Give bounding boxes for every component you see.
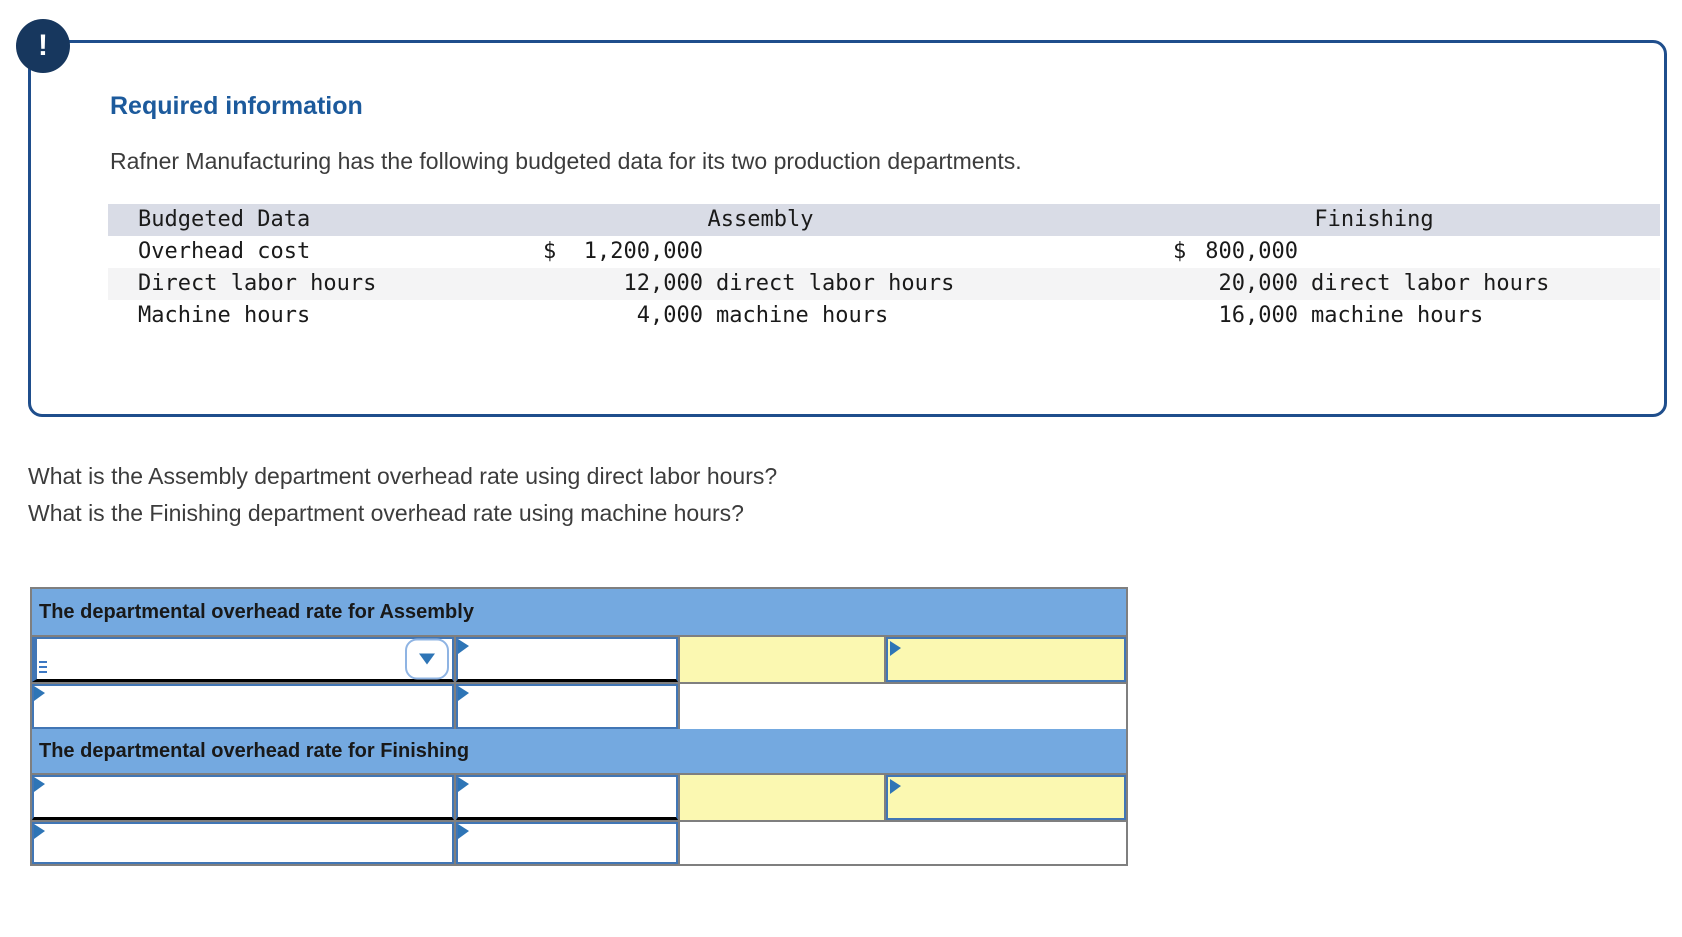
unit-text: machine hours — [716, 303, 889, 328]
question-line-finishing: What is the Finishing department overhea… — [28, 500, 744, 526]
currency-symbol — [1173, 268, 1201, 300]
assembly-section-header-label: The departmental overhead rate for Assem… — [39, 600, 474, 623]
assembly-numerator-input[interactable] — [456, 637, 678, 682]
budgeted-data-table: Budgeted Data Assembly Finishing Overhea… — [108, 204, 1660, 332]
budget-row-label: Overhead cost — [138, 239, 311, 264]
cell-marker-icon — [890, 779, 901, 794]
finishing-denominator-row — [32, 820, 1126, 864]
unit-text: direct labor hours — [716, 271, 955, 296]
finishing-denominator-label-cell — [32, 822, 456, 864]
assembly-denominator-label-input[interactable] — [32, 684, 454, 729]
unit-text: direct labor hours — [1311, 271, 1550, 296]
question-line-assembly: What is the Assembly department overhead… — [28, 463, 778, 489]
budget-cell-finishing: 16,000 machine hours — [1088, 300, 1660, 332]
alert-icon: ! — [16, 19, 70, 73]
budget-header-assembly: Assembly — [707, 207, 814, 232]
assembly-section-header: The departmental overhead rate for Assem… — [32, 589, 1126, 635]
budget-cell-finishing: $ 800,000 — [1088, 236, 1660, 268]
highlighted-result-cell — [886, 637, 1126, 682]
highlighted-cell — [680, 637, 884, 682]
answer-table: The departmental overhead rate for Assem… — [30, 587, 1128, 866]
finishing-numerator-value-cell — [456, 775, 680, 820]
highlighted-cell — [680, 775, 884, 820]
amount-value: 4,000 — [636, 303, 703, 328]
stray-text-glyph — [39, 661, 47, 676]
finishing-denominator-label-input[interactable] — [32, 822, 454, 864]
amount-value: 800,000 — [1205, 239, 1298, 264]
finishing-section-header-label: The departmental overhead rate for Finis… — [39, 739, 470, 762]
budget-cell-assembly: 12,000 direct labor hours — [433, 268, 1088, 300]
finishing-section-header: The departmental overhead rate for Finis… — [32, 729, 1126, 773]
finishing-result-cell — [886, 775, 1126, 820]
assembly-denominator-value-cell — [456, 684, 680, 729]
required-information-heading: Required information — [110, 92, 363, 120]
finishing-denominator-value-cell — [456, 822, 680, 864]
budget-row-overhead-cost: Overhead cost $ 1,200,000 $ 800,000 — [108, 236, 1660, 268]
assembly-numerator-value-cell — [456, 637, 680, 682]
budget-row-machine-hours: Machine hours 4,000 machine hours 16,000… — [108, 300, 1660, 332]
assembly-denominator-row — [32, 682, 1126, 729]
budget-table-header-row: Budgeted Data Assembly Finishing — [108, 204, 1660, 236]
budget-header-label: Budgeted Data — [138, 207, 311, 232]
budget-row-label: Machine hours — [138, 303, 311, 328]
assembly-empty-cell — [680, 684, 1126, 729]
currency-symbol — [543, 300, 571, 332]
budget-header-finishing: Finishing — [1314, 207, 1434, 232]
assembly-numerator-label-cell — [32, 637, 456, 682]
assembly-denominator-input[interactable] — [456, 684, 678, 729]
budget-cell-finishing: 20,000 direct labor hours — [1088, 268, 1660, 300]
currency-symbol: $ — [1173, 239, 1187, 264]
budget-cell-assembly: $ 1,200,000 — [433, 236, 1088, 268]
assembly-result-cell — [886, 637, 1126, 682]
alert-icon-glyph: ! — [38, 29, 48, 62]
currency-symbol — [1173, 300, 1201, 332]
finishing-numerator-input[interactable] — [456, 775, 678, 820]
currency-symbol — [543, 268, 571, 300]
scenario-description: Rafner Manufacturing has the following b… — [110, 148, 1022, 174]
amount-value: 20,000 — [1218, 271, 1298, 296]
amount-value: 12,000 — [623, 271, 703, 296]
required-information-panel: Required information Rafner Manufacturin… — [28, 40, 1667, 417]
unit-text: machine hours — [1311, 303, 1484, 328]
budget-cell-assembly: 4,000 machine hours — [433, 300, 1088, 332]
finishing-numerator-label-input[interactable] — [32, 775, 454, 820]
budget-row-label: Direct labor hours — [138, 271, 377, 296]
budget-row-direct-labor-hours: Direct labor hours 12,000 direct labor h… — [108, 268, 1660, 300]
assembly-result-blank-cell — [680, 637, 886, 682]
chevron-down-icon — [419, 653, 435, 665]
finishing-empty-cell — [680, 822, 1126, 864]
question-text-block: What is the Assembly department overhead… — [28, 458, 777, 532]
amount-value: 1,200,000 — [583, 239, 703, 264]
finishing-formula-row — [32, 773, 1126, 820]
highlighted-result-cell — [886, 775, 1126, 820]
assembly-denominator-label-cell — [32, 684, 456, 729]
answer-dropdown[interactable] — [32, 637, 454, 682]
finishing-result-blank-cell — [680, 775, 886, 820]
dropdown-button[interactable] — [405, 638, 449, 680]
finishing-denominator-input[interactable] — [456, 822, 678, 864]
amount-value: 16,000 — [1218, 303, 1298, 328]
assembly-formula-row — [32, 635, 1126, 682]
finishing-numerator-label-cell — [32, 775, 456, 820]
currency-symbol: $ — [543, 239, 557, 264]
cell-marker-icon — [890, 641, 901, 656]
